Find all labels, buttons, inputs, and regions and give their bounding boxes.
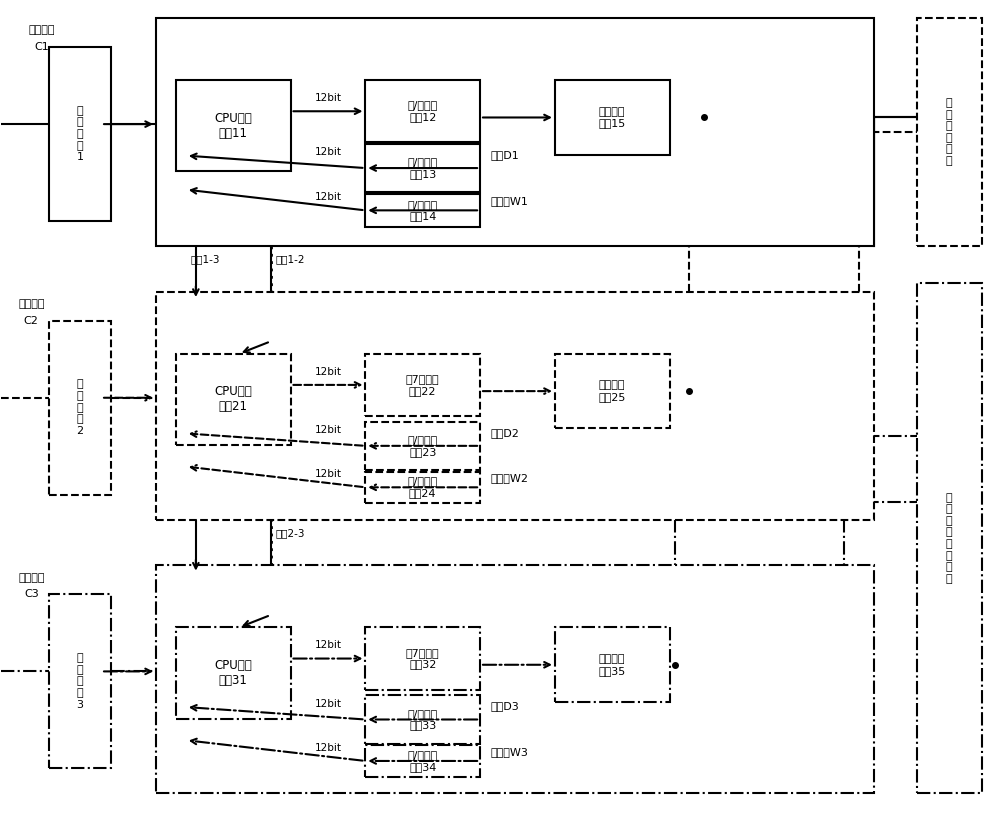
Text: 模/数转换
单元23: 模/数转换 单元23	[408, 435, 438, 457]
Text: 控制指令: 控制指令	[28, 26, 55, 36]
FancyBboxPatch shape	[49, 594, 111, 769]
FancyBboxPatch shape	[917, 18, 982, 246]
FancyBboxPatch shape	[365, 472, 480, 503]
Text: 子
控
制
器
2: 子 控 制 器 2	[77, 379, 84, 436]
Text: 三
元
余
伺
服
阀: 三 元 余 伺 服 阀	[946, 98, 953, 166]
FancyBboxPatch shape	[365, 627, 480, 690]
FancyBboxPatch shape	[555, 80, 670, 155]
Text: 电流D1: 电流D1	[490, 150, 519, 160]
FancyBboxPatch shape	[365, 696, 480, 744]
FancyBboxPatch shape	[176, 354, 291, 445]
Text: 线位移W3: 线位移W3	[490, 747, 528, 757]
Text: 模/数转换
单元34: 模/数转换 单元34	[408, 750, 438, 772]
Text: 子
控
制
器
3: 子 控 制 器 3	[77, 653, 84, 710]
Text: C2: C2	[24, 315, 39, 325]
Text: 总线2-3: 总线2-3	[276, 528, 305, 538]
FancyBboxPatch shape	[365, 354, 480, 416]
Text: 12bit: 12bit	[314, 93, 341, 103]
FancyBboxPatch shape	[365, 144, 480, 192]
FancyBboxPatch shape	[176, 80, 291, 171]
Text: 数7模转换
单元32: 数7模转换 单元32	[406, 648, 440, 670]
Text: 电流D3: 电流D3	[490, 701, 519, 711]
Text: 控制指令: 控制指令	[18, 572, 45, 582]
FancyBboxPatch shape	[156, 565, 874, 793]
FancyBboxPatch shape	[176, 627, 291, 719]
Text: 12bit: 12bit	[314, 469, 341, 479]
Text: 功率放大
单元25: 功率放大 单元25	[598, 380, 626, 402]
FancyBboxPatch shape	[49, 320, 111, 495]
Text: 12bit: 12bit	[314, 192, 341, 202]
FancyBboxPatch shape	[156, 292, 874, 520]
Text: 12bit: 12bit	[314, 367, 341, 377]
Text: 线位移W1: 线位移W1	[490, 196, 528, 206]
Text: 模/数转换
单元24: 模/数转换 单元24	[408, 477, 438, 498]
Text: CPU控制
单元31: CPU控制 单元31	[214, 659, 252, 687]
Text: C3: C3	[24, 589, 39, 599]
Text: 总线1-2: 总线1-2	[276, 255, 305, 265]
Text: 电流D2: 电流D2	[490, 428, 519, 438]
FancyBboxPatch shape	[365, 80, 480, 142]
Text: 模/数转换
单元14: 模/数转换 单元14	[408, 200, 438, 221]
Text: 12bit: 12bit	[314, 147, 341, 157]
FancyBboxPatch shape	[917, 284, 982, 793]
Text: 12bit: 12bit	[314, 699, 341, 709]
Text: 模/数转换
单元13: 模/数转换 单元13	[408, 157, 438, 179]
FancyBboxPatch shape	[365, 194, 480, 227]
Text: 12bit: 12bit	[314, 743, 341, 753]
Text: 总线1-3: 总线1-3	[191, 255, 220, 265]
Text: 控制指令: 控制指令	[18, 299, 45, 309]
Text: 12bit: 12bit	[314, 425, 341, 435]
Text: C1: C1	[34, 42, 49, 52]
Text: 三
元
余
位
移
传
感
器: 三 元 余 位 移 传 感 器	[946, 493, 953, 584]
Text: 功率放大
单元35: 功率放大 单元35	[599, 654, 626, 676]
FancyBboxPatch shape	[49, 47, 111, 221]
Text: 线位移W2: 线位移W2	[490, 473, 528, 483]
Text: CPU控制
单元11: CPU控制 单元11	[214, 111, 252, 140]
FancyBboxPatch shape	[365, 422, 480, 470]
Text: 12bit: 12bit	[314, 641, 341, 651]
FancyBboxPatch shape	[156, 18, 874, 246]
FancyBboxPatch shape	[365, 745, 480, 777]
Text: 模/数转换
单元33: 模/数转换 单元33	[408, 709, 438, 730]
FancyBboxPatch shape	[555, 627, 670, 702]
Text: 子
控
制
器
1: 子 控 制 器 1	[77, 106, 84, 162]
Text: 数7模转换
单元22: 数7模转换 单元22	[406, 374, 440, 396]
FancyBboxPatch shape	[555, 354, 670, 428]
Text: CPU控制
单元21: CPU控制 单元21	[214, 385, 252, 414]
Text: 数/模转换
单元12: 数/模转换 单元12	[408, 101, 438, 122]
Text: 功率放大
单元15: 功率放大 单元15	[599, 106, 626, 128]
